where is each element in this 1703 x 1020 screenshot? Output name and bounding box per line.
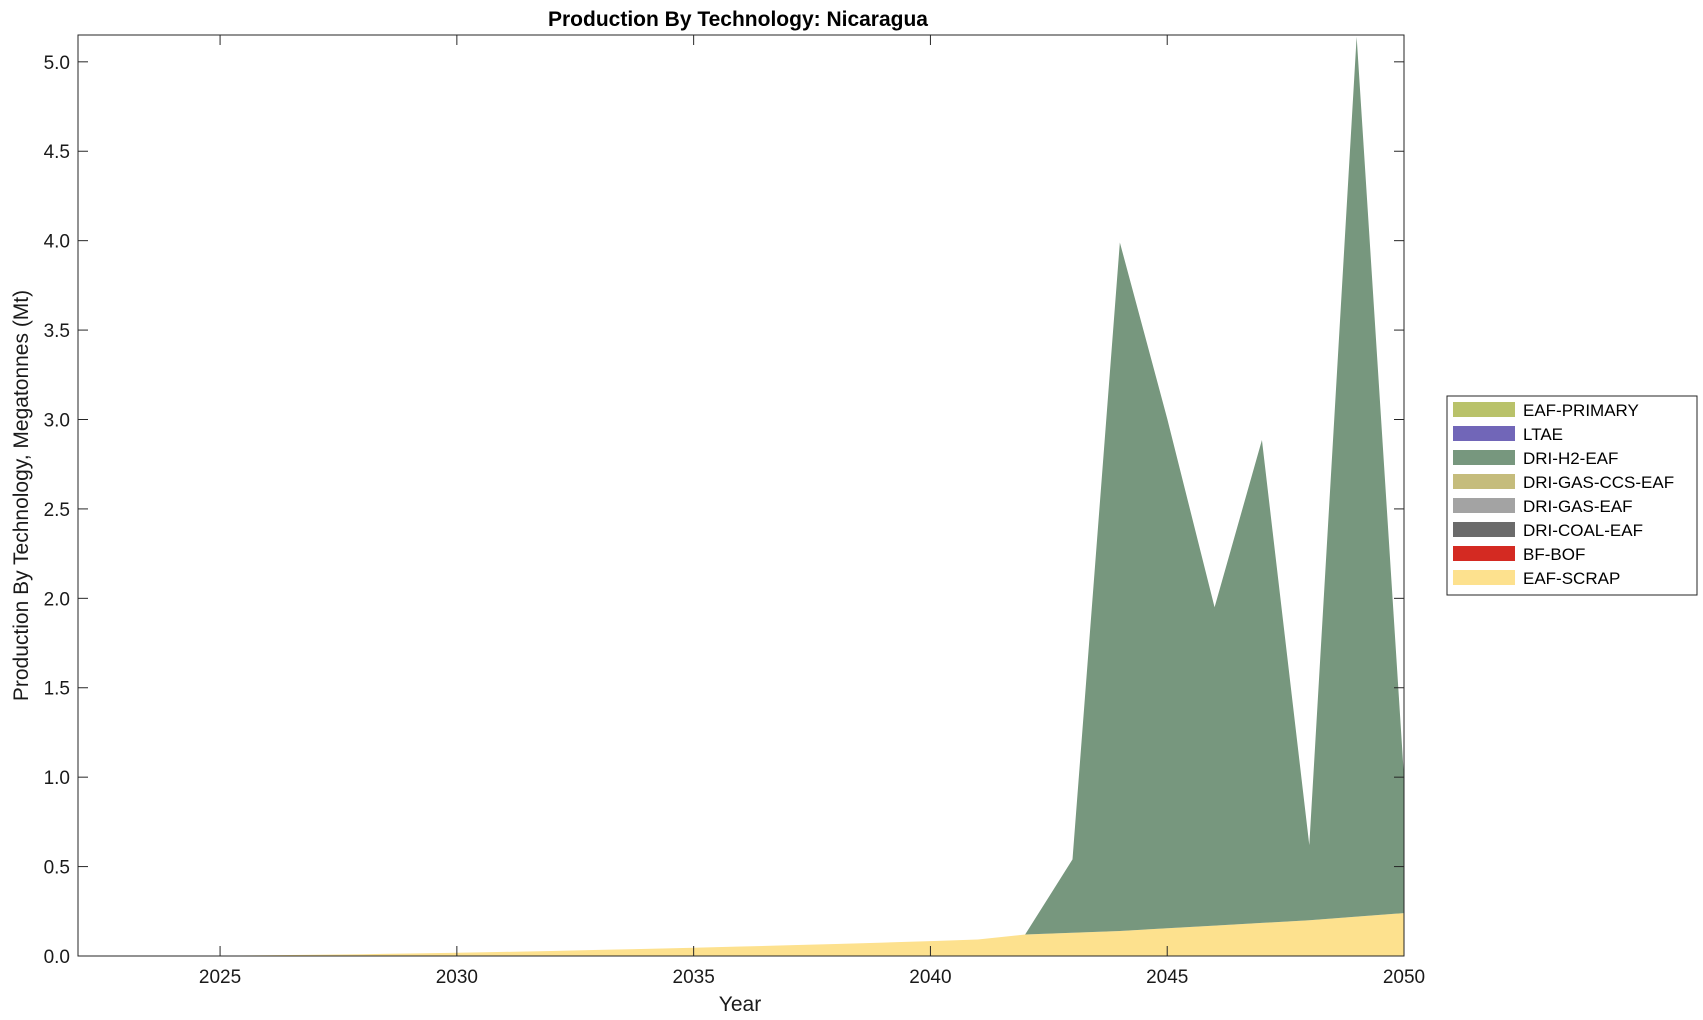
legend: EAF-PRIMARY LTAE DRI-H2-EAF DRI-GAS-CCS-EAF… xyxy=(1446,395,1698,596)
y-tick-label: 0.0 xyxy=(44,947,70,968)
y-tick-label: 4.5 xyxy=(44,142,70,163)
area-dri-h2-eaf xyxy=(78,36,1404,957)
plot-frame xyxy=(77,34,1405,957)
x-tick-label: 2045 xyxy=(1146,967,1188,988)
y-tick-label: 1.5 xyxy=(44,679,70,700)
y-tick-label: 5.0 xyxy=(44,53,70,74)
y-axis-title: Production By Technology, Megatonnes (Mt… xyxy=(10,290,33,701)
legend-label-dri-gas-eaf: DRI-GAS-EAF xyxy=(1523,497,1633,516)
x-tick-label: 2035 xyxy=(673,967,715,988)
legend-label-ltae: LTAE xyxy=(1523,425,1563,444)
y-tick-label: 2.5 xyxy=(44,500,70,521)
y-axis-ticks: 0.0 0.5 1.0 1.5 2.0 2.5 3.0 3.5 4.0 4.5 5.0 xyxy=(44,53,1404,968)
legend-swatch-eaf-primary xyxy=(1453,402,1515,417)
y-tick-label: 3.0 xyxy=(44,410,70,431)
area-eaf-scrap xyxy=(78,913,1404,956)
y-tick-label: 1.0 xyxy=(44,768,70,789)
x-tick-label: 2025 xyxy=(199,967,241,988)
legend-swatch-dri-h2-eaf xyxy=(1453,450,1515,465)
y-tick-label: 4.0 xyxy=(44,232,70,253)
chart-title: Production By Technology: Nicaragua xyxy=(548,8,928,31)
legend-label-bf-bof: BF-BOF xyxy=(1523,545,1585,564)
legend-label-eaf-scrap: EAF-SCRAP xyxy=(1523,569,1620,588)
legend-label-dri-gas-ccs-eaf: DRI-GAS-CCS-EAF xyxy=(1523,473,1674,492)
x-tick-label: 2040 xyxy=(909,967,951,988)
x-tick-label: 2050 xyxy=(1383,967,1425,988)
x-axis-ticks: 2025 2030 2035 2040 2045 2050 xyxy=(199,35,1425,988)
x-tick-label: 2030 xyxy=(436,967,478,988)
legend-swatch-bf-bof xyxy=(1453,546,1515,561)
area-series-group xyxy=(78,36,1404,957)
legend-label-eaf-primary: EAF-PRIMARY xyxy=(1523,401,1639,420)
legend-box xyxy=(1446,395,1698,596)
legend-swatch-dri-gas-ccs-eaf xyxy=(1453,474,1515,489)
y-tick-label: 3.5 xyxy=(44,321,70,342)
legend-swatch-eaf-scrap xyxy=(1453,570,1515,585)
legend-swatch-ltae xyxy=(1453,426,1515,441)
legend-swatch-dri-coal-eaf xyxy=(1453,522,1515,537)
y-tick-label: 0.5 xyxy=(44,858,70,879)
legend-swatch-dri-gas-eaf xyxy=(1453,498,1515,513)
y-tick-label: 2.0 xyxy=(44,589,70,610)
x-axis-title: Year xyxy=(719,993,761,1016)
legend-label-dri-h2-eaf: DRI-H2-EAF xyxy=(1523,449,1618,468)
legend-label-dri-coal-eaf: DRI-COAL-EAF xyxy=(1523,521,1643,540)
